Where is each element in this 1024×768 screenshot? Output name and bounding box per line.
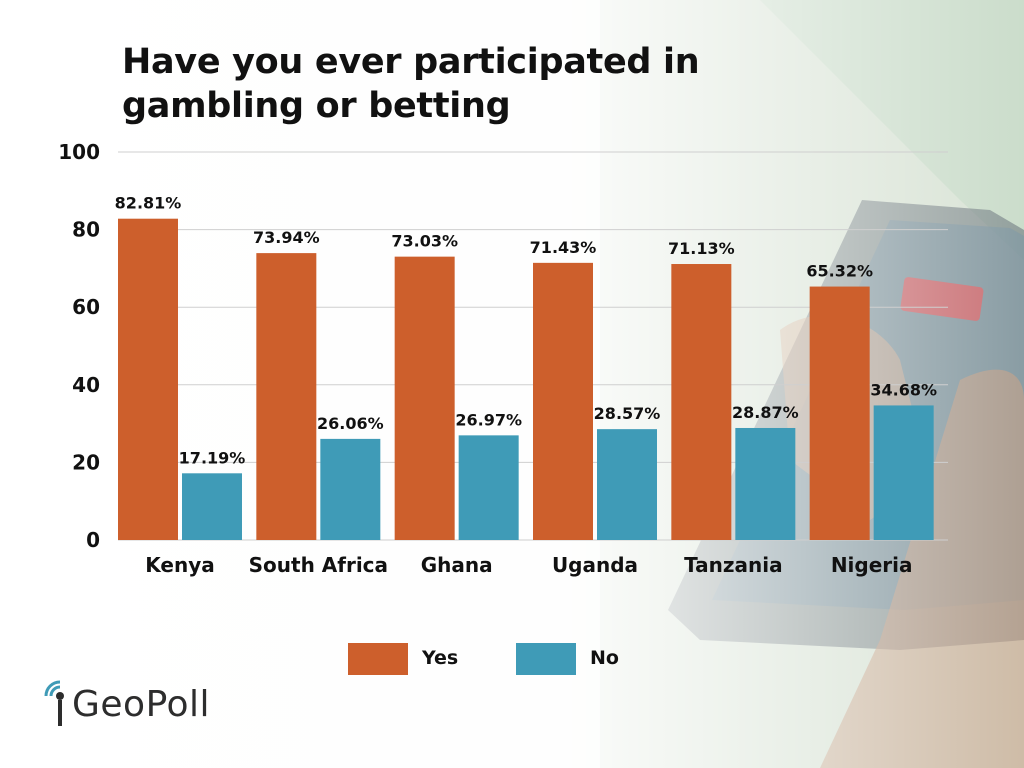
data-label: 17.19% [179, 448, 246, 467]
data-label: 73.94% [253, 228, 320, 247]
data-label: 82.81% [115, 194, 182, 213]
logo-text: GeoPoll [72, 684, 211, 725]
data-label: 71.13% [668, 239, 735, 258]
y-tick-label: 0 [86, 528, 100, 552]
y-tick-label: 40 [72, 373, 100, 397]
data-label: 65.32% [806, 262, 873, 281]
bar-yes [256, 253, 317, 540]
bar-yes [671, 264, 732, 540]
data-label: 26.06% [317, 414, 384, 433]
x-tick-label: Uganda [552, 553, 638, 577]
y-tick-label: 100 [58, 140, 100, 164]
chart-title: Have you ever participated in gambling o… [122, 42, 700, 126]
y-tick-label: 60 [72, 295, 100, 319]
data-label: 26.97% [455, 410, 522, 429]
bar-no [597, 429, 657, 540]
legend-swatch-no [516, 643, 576, 675]
legend-label-yes: Yes [422, 647, 459, 669]
signal-icon [44, 680, 64, 726]
bar-no [458, 435, 519, 540]
y-tick-label: 80 [72, 218, 100, 242]
bar-no [873, 405, 934, 540]
bar-no [320, 438, 381, 540]
bar-yes [809, 286, 870, 540]
geopoll-logo: GeoPoll [40, 676, 240, 736]
data-label: 28.87% [732, 403, 799, 422]
data-label: 73.03% [391, 232, 458, 251]
bar-yes [533, 262, 593, 540]
x-tick-label: South Africa [249, 553, 388, 577]
y-tick-label: 20 [72, 450, 100, 474]
x-tick-label: Tanzania [684, 553, 783, 577]
x-tick-label: Ghana [421, 553, 493, 577]
data-label: 71.43% [530, 238, 597, 257]
bar-no [182, 473, 242, 540]
bar-yes [394, 256, 455, 540]
bar-no [735, 427, 796, 540]
legend-label-no: No [590, 647, 619, 669]
data-label: 28.57% [594, 404, 661, 423]
x-tick-label: Kenya [145, 553, 214, 577]
legend-swatch-yes [348, 643, 408, 675]
bar-yes [118, 218, 178, 540]
data-label: 34.68% [870, 380, 937, 399]
x-tick-label: Nigeria [831, 553, 913, 577]
